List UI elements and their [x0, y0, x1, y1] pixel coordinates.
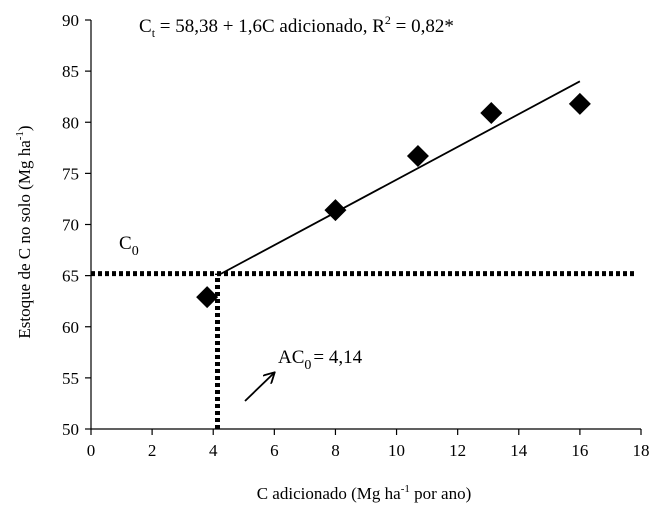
data-points — [196, 92, 591, 309]
data-point — [406, 144, 429, 167]
x-tick-label: 10 — [388, 441, 405, 460]
regression-line — [217, 80, 581, 277]
c0-label: C0 — [119, 233, 139, 259]
axes — [90, 20, 641, 430]
x-tick-label: 6 — [270, 441, 279, 460]
regression-equation: Ct = 58,38 + 1,6C adicionado, R2 = 0,82* — [139, 13, 454, 40]
data-point — [480, 102, 503, 125]
y-axis-ticks: 50 55 60 65 70 75 80 85 90 — [62, 11, 91, 439]
x-tick-label: 8 — [331, 441, 340, 460]
y-axis-title: Estoque de C no solo (Mg ha-1) — [14, 125, 34, 338]
x-tick-label: 16 — [571, 441, 588, 460]
data-point — [196, 286, 219, 309]
data-point — [324, 199, 347, 222]
y-tick-label: 90 — [62, 11, 79, 30]
y-tick-label: 55 — [62, 369, 79, 388]
reference-lines — [91, 271, 635, 429]
x-tick-label: 14 — [510, 441, 528, 460]
x-tick-label: 0 — [87, 441, 96, 460]
y-tick-label: 65 — [62, 267, 79, 286]
data-point — [568, 92, 591, 115]
x-tick-label: 2 — [148, 441, 157, 460]
x-axis-title: C adicionado (Mg ha-1 por ano) — [257, 483, 472, 503]
x-axis-ticks: 0 2 4 6 8 10 12 14 16 18 — [87, 429, 650, 460]
y-tick-label: 50 — [62, 420, 79, 439]
y-tick-label: 60 — [62, 318, 79, 337]
y-tick-label: 75 — [62, 164, 79, 183]
fit-line-group — [217, 80, 581, 277]
ac0-arrow — [244, 373, 274, 402]
y-tick-label: 80 — [62, 113, 79, 132]
y-tick-label: 70 — [62, 216, 79, 235]
ac0-annotation: AC0 = 4,14 — [278, 347, 363, 373]
x-tick-label: 12 — [449, 441, 466, 460]
x-tick-label: 4 — [209, 441, 218, 460]
y-tick-label: 85 — [62, 62, 79, 81]
x-tick-label: 18 — [633, 441, 650, 460]
